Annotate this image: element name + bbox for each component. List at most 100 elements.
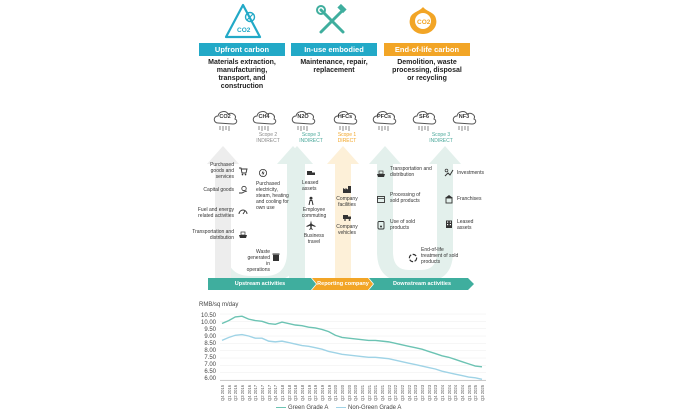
hand-money-icon [239, 185, 248, 194]
activity-end-of-life: End-of-life treatment of sold products [421, 247, 459, 265]
activity-processing-sold: Processing of sold products [390, 192, 421, 204]
scope-line2: INDIRECT [299, 138, 323, 144]
x-tick-label: Q4 2021 [380, 384, 385, 401]
scope-label: Scope 3 INDIRECT [294, 132, 328, 144]
activity-company-facilities: Company facilities [336, 196, 358, 208]
scope-line1: Scope 1 [337, 132, 357, 138]
x-tick-label: Q2 2017 [260, 384, 265, 401]
x-tick-label: Q1 2016 [226, 384, 232, 401]
electricity-icon [259, 169, 267, 177]
chart-ylabel: RMB/sq m/day [199, 302, 239, 308]
x-tick-label: Q1 2019 [306, 384, 312, 401]
x-tick-label: Q3 2021 [373, 384, 379, 401]
x-tick-label: Q3 2023 [426, 384, 432, 401]
scope-line2: INDIRECT [256, 138, 280, 144]
x-tick-label: Q4 2024 [460, 384, 465, 401]
y-tick-label: 9.50 [204, 327, 216, 333]
leased-truck-icon [307, 171, 315, 175]
trash-bin-icon [272, 253, 280, 261]
gas-label: NF3 [458, 114, 470, 120]
ship-icon [239, 231, 247, 238]
scope-line2: DIRECT [337, 138, 357, 144]
activity-investments: Investments [457, 170, 484, 176]
x-tick-label: Q1 2021 [360, 384, 365, 401]
activity-use-sold: Use of sold products [390, 219, 416, 231]
x-tick-label: Q1 2024 [440, 384, 445, 401]
x-tick-label: Q2 2016 [233, 384, 239, 401]
processing-box-icon [377, 196, 385, 203]
y-tick-label: 6.00 [204, 376, 216, 382]
leased-building-icon [446, 220, 452, 228]
gas-label: SF6 [418, 114, 430, 120]
cloud-icon [291, 111, 316, 131]
factory-icon [343, 186, 351, 193]
x-tick-label: Q3 2025 [480, 384, 485, 401]
x-tick-label: Q4 2020 [353, 384, 359, 401]
in-use-carbon-description: Maintenance, repair, replacement [300, 59, 368, 74]
activity-commuting: Employee commuting [301, 207, 327, 219]
x-tick-label: Q3 2018 [293, 384, 299, 401]
x-tick-label: Q1 2025 [466, 384, 472, 401]
x-tick-label: Q3 2017 [266, 384, 272, 401]
x-tick-label: Q3 2022 [400, 384, 405, 401]
x-tick-label: Q4 2023 [433, 384, 439, 401]
co2-triangle-icon: CO2 [224, 3, 262, 39]
legend-green-grade-a: Green Grade A [276, 405, 328, 411]
delivery-truck-icon [343, 215, 351, 221]
x-tick-label: Q2 2022 [393, 384, 399, 401]
scope-label: Scope 1 DIRECT [330, 132, 364, 144]
activity-business-travel: Business travel [303, 233, 325, 245]
x-tick-label: Q4 2018 [300, 384, 305, 401]
upfront-carbon-description: Materials extraction, manufacturing, tra… [208, 59, 276, 90]
ribbon-downstream-label: Downstream activities [392, 281, 452, 287]
scope-label: Scope 3 INDIRECT [424, 132, 458, 144]
ribbon-reporting-label: Reporting company [317, 281, 369, 287]
activity-downstream-leased: Leased assets [457, 219, 474, 231]
activity-capital-goods: Capital goods [203, 187, 234, 193]
cloud-icon [452, 111, 477, 131]
activity-franchises: Franchises [457, 196, 482, 202]
gas-label: CH4 [258, 114, 270, 120]
line-chart [220, 313, 486, 381]
gas-label: PFCs [376, 114, 392, 120]
y-tick-label: 7.50 [204, 355, 216, 361]
gas-label: HFCs [337, 114, 353, 120]
co2-triangle-label: CO2 [237, 27, 251, 34]
activity-leased-assets: Leased assets [302, 180, 319, 192]
scope-flow-arrows [207, 146, 461, 282]
x-tick-label: Q4 2019 [326, 384, 332, 401]
x-tick-label: Q1 2022 [386, 384, 392, 401]
scope-line2: INDIRECT [429, 138, 453, 144]
scope-line1: Scope 3 [431, 132, 451, 138]
y-tick-label: 10.00 [200, 320, 216, 326]
activity-fuel-energy: Fuel and energy related activities [197, 207, 234, 219]
airplane-icon [306, 220, 316, 230]
x-tick-label: Q1 2017 [253, 384, 259, 401]
x-tick-label: Q2 2020 [340, 384, 345, 401]
x-tick-label: Q4 2022 [406, 384, 412, 401]
ship-icon [377, 170, 385, 177]
x-tick-label: Q1 2023 [413, 384, 419, 401]
co2-cloud-label: CO2 [417, 19, 431, 26]
activity-purchased-electricity: Purchased electricity, steam, heating an… [256, 181, 289, 211]
in-use-carbon-tag: In-use embodied carbon [291, 43, 377, 67]
x-tick-label: Q2 2021 [366, 384, 372, 401]
end-of-life-carbon-description: Demolition, waste processing, disposal o… [392, 59, 462, 82]
x-tick-label: Q2 2025 [473, 384, 479, 401]
y-tick-label: 8.00 [204, 348, 216, 354]
co2-cloud-icon: CO2 [409, 7, 437, 34]
legend-swatch [276, 406, 286, 409]
cloud-icon [372, 111, 397, 131]
activity-ribbon-shape [208, 278, 474, 290]
wrench-screwdriver-icon [316, 4, 347, 34]
y-tick-label: 6.50 [204, 369, 216, 375]
activity-waste: Waste generated in operations [246, 249, 270, 273]
legend-swatch [336, 406, 346, 409]
cloud-icon [412, 111, 437, 131]
y-tick-label: 9.00 [204, 334, 216, 340]
activity-downstream-transport: Transportation and distribution [390, 166, 432, 178]
y-tick-label: 10.50 [200, 313, 216, 319]
x-tick-label: Q3 2019 [320, 384, 325, 401]
gauge-icon [238, 209, 248, 215]
x-tick-label: Q3 2020 [346, 384, 352, 401]
